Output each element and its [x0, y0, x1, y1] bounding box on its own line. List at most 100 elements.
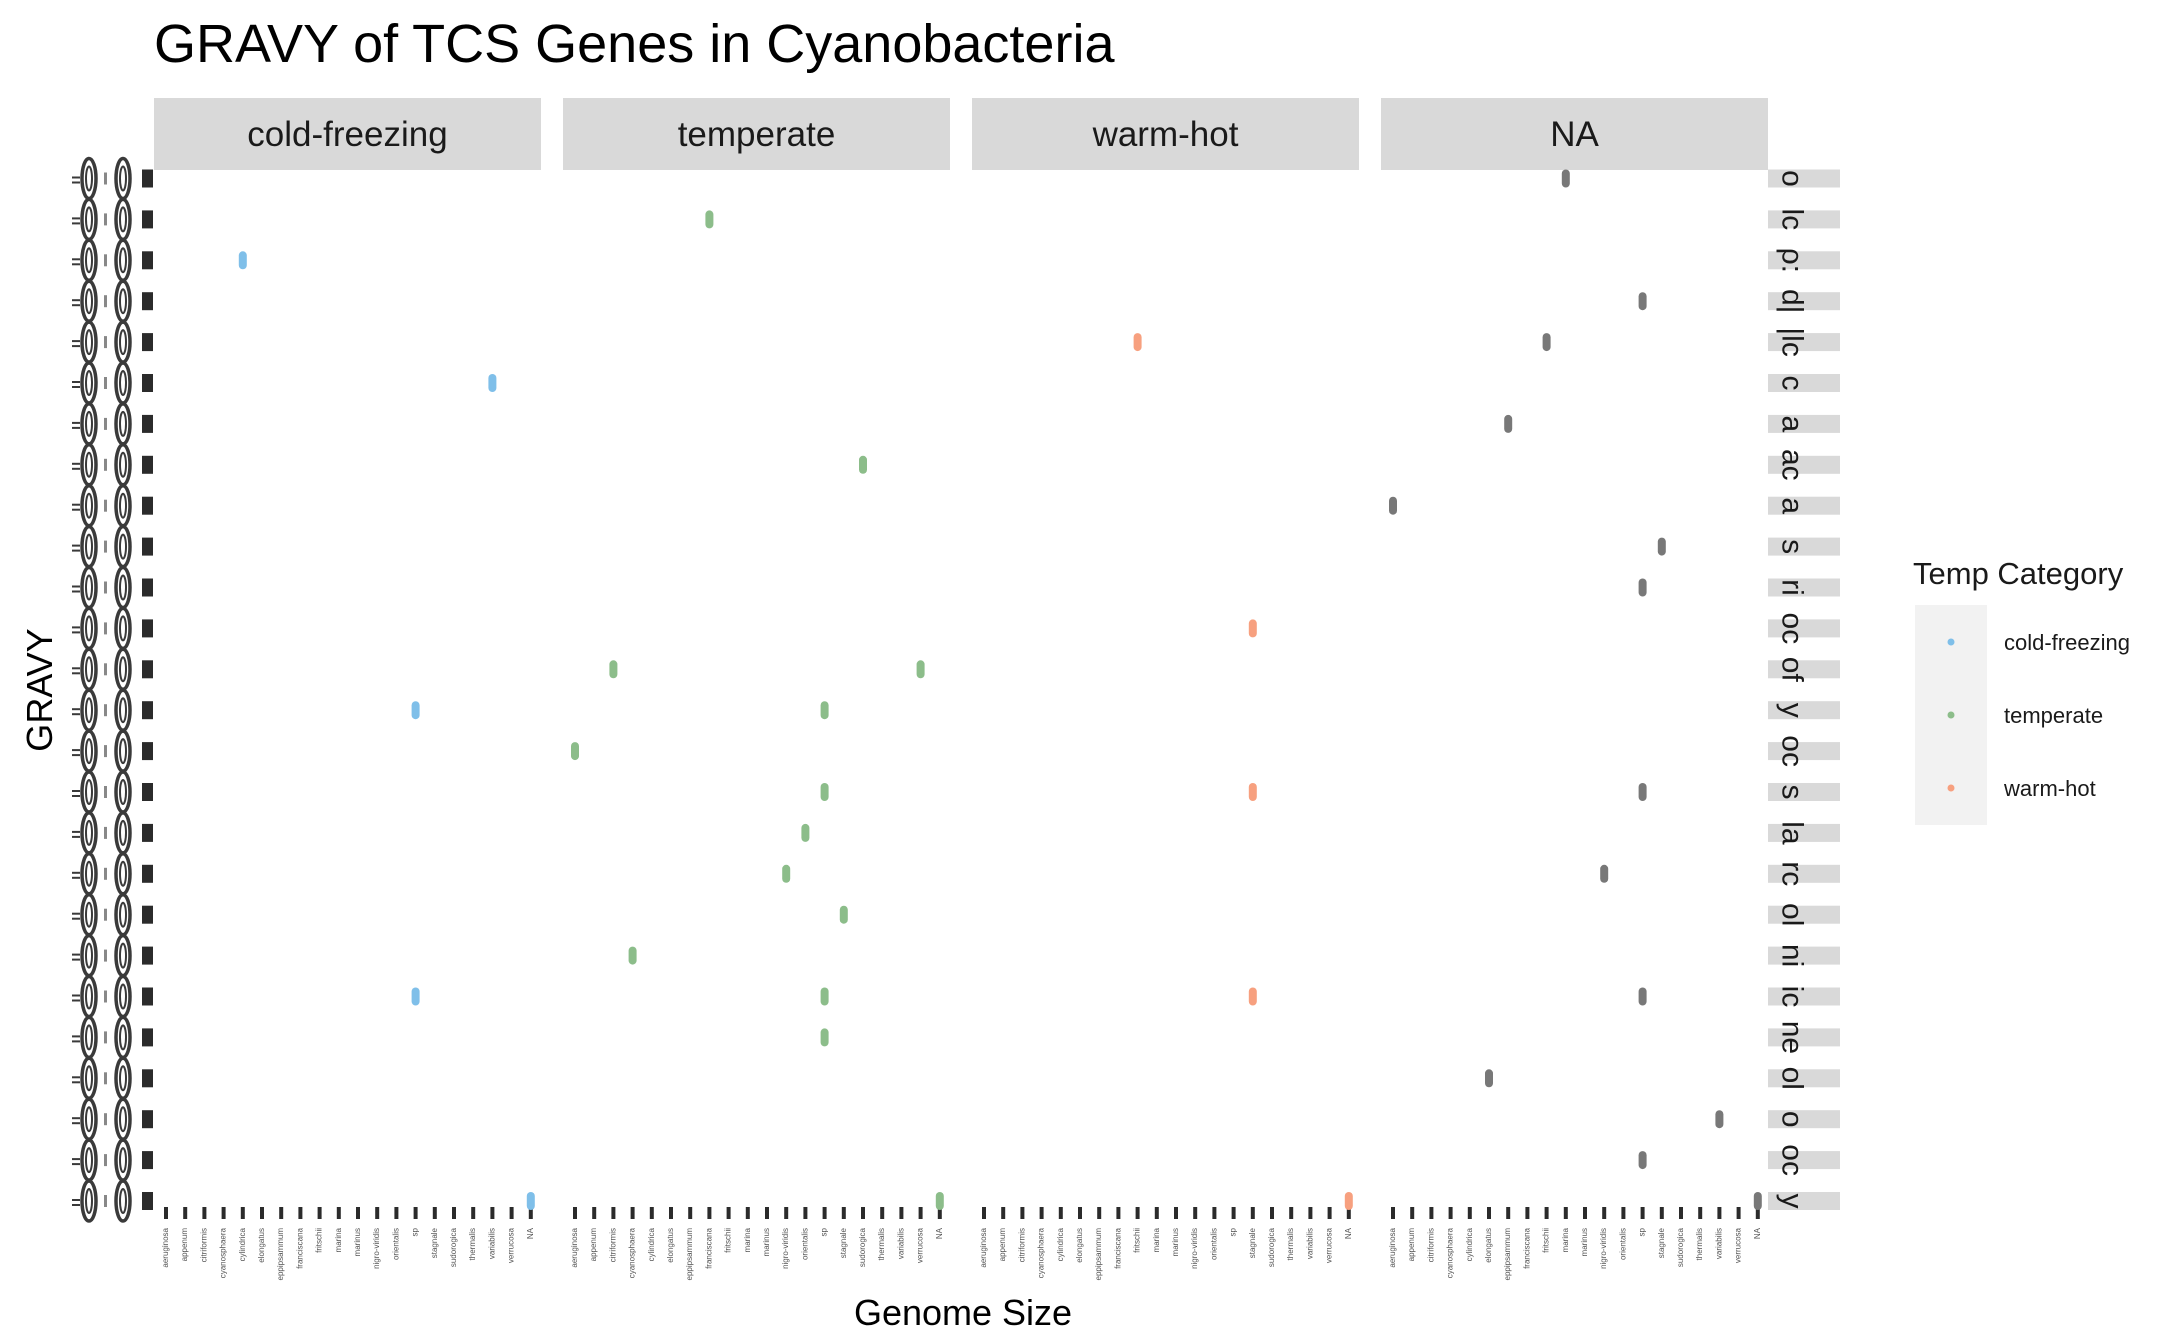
legend-item-cold-freezing: cold-freezing [2004, 630, 2130, 655]
y-tick-label-glyph [80, 729, 98, 773]
chart-title: GRAVY of TCS Genes in Cyanobacteria [154, 14, 1115, 74]
y-tick-label-glyph [119, 738, 127, 765]
y-tick-label-glyph [80, 197, 98, 242]
x-tick-mark [298, 1207, 303, 1219]
x-tick-label: stagnale [839, 1227, 848, 1258]
x-tick-label: marina [1561, 1227, 1570, 1252]
x-tick-mark [260, 1207, 264, 1219]
y-tick-label-glyph [80, 1179, 98, 1223]
data-point-temperate [782, 864, 791, 883]
y-tick-dash [72, 1040, 80, 1043]
y-tick-label-glyph [119, 1065, 127, 1092]
x-tick-mark [221, 1207, 226, 1219]
x-tick-mark [630, 1207, 635, 1219]
x-tick-label: NA [526, 1227, 535, 1239]
x-tick-label: cylindrica [647, 1227, 656, 1261]
row-strip [1768, 455, 1840, 474]
row-strip [1768, 864, 1840, 883]
y-tick-mark [142, 292, 153, 311]
x-tick-mark [573, 1207, 577, 1219]
y-tick-label-glyph [85, 451, 93, 478]
data-point-na [1638, 987, 1647, 1006]
y-tick-label-glyph [119, 942, 127, 969]
y-tick-label-glyph [85, 247, 93, 274]
y-tick-label-glyph [119, 165, 127, 192]
x-tick-label: nigro-viridis [1190, 1228, 1199, 1269]
x-tick-mark [784, 1207, 789, 1219]
data-point-temperate [801, 823, 810, 842]
row-strip [1768, 333, 1840, 352]
y-tick-dash [72, 713, 80, 716]
data-point-na [1600, 864, 1609, 883]
facet-label-cold-freezing: cold-freezing [247, 115, 447, 154]
y-tick-dots [104, 172, 107, 185]
row-strip-column: o lc ρ: d| |lc c a ac a s ri oc of y oc s la rc ol ni ic ne ol… [1768, 169, 1840, 1210]
x-tick-mark [707, 1207, 712, 1219]
data-point-na [1485, 1069, 1493, 1088]
x-tick-label: citriformis [199, 1228, 208, 1262]
x-tick-mark [1391, 1207, 1395, 1219]
x-tick-mark [1640, 1207, 1645, 1219]
y-tick-dash [72, 1204, 80, 1206]
row-strip-label: la [1776, 821, 1809, 845]
row-strip [1768, 783, 1840, 801]
x-tick-label: sudorogica [1267, 1227, 1276, 1267]
row-strip [1768, 578, 1840, 597]
y-tick-mark [142, 742, 153, 761]
x-tick-label: aeruginosa [570, 1227, 579, 1267]
y-tick-label-glyph [114, 647, 132, 692]
y-tick-label-glyph [114, 361, 132, 405]
data-point-warm-hot [1344, 1192, 1353, 1210]
row-strip [1768, 414, 1840, 433]
row-strip-label: ac [1776, 449, 1809, 481]
y-tick-label-glyph [114, 1097, 132, 1141]
y-tick-label-glyph [119, 1024, 127, 1051]
y-tick-dash [72, 1199, 80, 1201]
data-point-na [1389, 496, 1397, 515]
x-tick-mark [1116, 1207, 1121, 1219]
y-tick-dash [72, 667, 80, 670]
x-tick-label: cylindrica [1056, 1227, 1065, 1261]
x-tick-label: eppipsammum [276, 1228, 285, 1281]
row-strip [1768, 1069, 1840, 1088]
facet-strip-warm-hot [972, 98, 1359, 170]
y-tick-label-glyph [114, 156, 132, 201]
x-tick-label: cyanosphaera [628, 1227, 637, 1278]
y-tick-mark [142, 660, 153, 679]
y-tick-dots [104, 499, 107, 512]
data-point-na [1504, 414, 1513, 433]
data-point-cold-freezing [238, 251, 247, 270]
y-tick-label-glyph [80, 974, 98, 1019]
x-tick-mark [1583, 1207, 1587, 1219]
y-tick-label-glyph [85, 370, 93, 396]
x-tick-mark [528, 1207, 533, 1219]
x-tick-mark [1231, 1207, 1236, 1219]
x-tick-label: NA [1344, 1227, 1353, 1239]
x-tick-mark [202, 1207, 207, 1219]
x-tick-label: aeruginosa [161, 1227, 170, 1267]
x-tick-label: marinus [353, 1228, 362, 1256]
row-strip-label: ρ: [1776, 248, 1809, 273]
x-tick-label: NA [1753, 1227, 1762, 1239]
y-tick-label-glyph [114, 811, 132, 855]
data-point-cold-freezing [526, 1192, 535, 1210]
y-tick-label-glyph [80, 1015, 98, 1060]
x-tick-label: citriformis [608, 1228, 617, 1262]
x-tick-label: orientalis [1618, 1228, 1627, 1260]
y-tick-label-glyph [119, 574, 127, 601]
x-tick-label: sp [1229, 1227, 1238, 1236]
y-tick-label-glyph [85, 1024, 93, 1051]
row-strip-label: ol [1776, 903, 1809, 926]
y-tick-dash [72, 304, 80, 307]
y-tick-label-glyph [80, 156, 98, 201]
x-tick-mark [183, 1207, 188, 1219]
y-tick-mark [142, 455, 153, 474]
y-tick-label-glyph [119, 410, 127, 437]
x-tick-label: fritschii [1133, 1228, 1142, 1253]
y-tick-dash [72, 340, 80, 343]
y-tick-dots [104, 949, 107, 962]
row-strip-label: y [1776, 703, 1809, 718]
x-tick-mark [164, 1207, 168, 1219]
row-strip-label: ol [1776, 1067, 1809, 1090]
data-point-cold-freezing [488, 374, 497, 392]
